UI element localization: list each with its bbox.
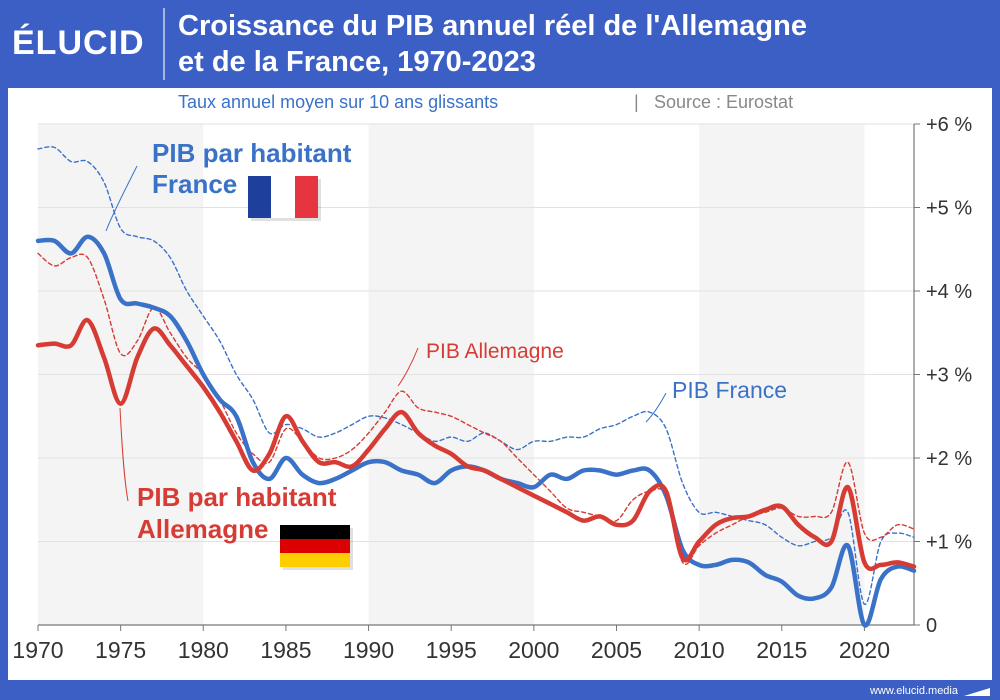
- y-tick-label-5: +5 %: [926, 198, 972, 220]
- y-tick-label-3: +3 %: [926, 365, 972, 387]
- elucid-logo[interactable]: ÉLUCID: [12, 24, 145, 62]
- y-axis-labels: 0 +1 % +2 % +3 % +4 % +5 % +6 %: [926, 114, 972, 637]
- y-tick-label-1: +1 %: [926, 532, 972, 554]
- y-tick-label-2: +2 %: [926, 448, 972, 470]
- source-note: Source : Eurostat: [654, 92, 793, 112]
- flag-france-icon: [248, 176, 321, 221]
- chart-panel: Taux annuel moyen sur 10 ans glissants |…: [8, 88, 992, 680]
- y-tick-label-0: 0: [926, 615, 937, 637]
- y-tick-label-4: +4 %: [926, 281, 972, 303]
- label-de-total: PIB Allemagne: [426, 340, 564, 363]
- x-axis-labels: 1970 1975 1980 1985 1990 1995 2000 2005 2010 2015…: [12, 637, 890, 663]
- header-divider: [163, 8, 165, 80]
- subtitle: Taux annuel moyen sur 10 ans glissants: [178, 92, 498, 112]
- footer-url[interactable]: www.elucid.media: [869, 685, 958, 697]
- header: ÉLUCID Croissance du PIB annuel réel de …: [0, 0, 1000, 88]
- series-line-pib-allemagne: [37, 252, 915, 565]
- x-tick-label-1975: 1975: [95, 637, 146, 663]
- label-fr-total: PIB France: [672, 377, 787, 403]
- title-line-2: et de la France, 1970-2023: [178, 46, 536, 78]
- leader-fr-total: [645, 392, 667, 423]
- label-fr-pc-line1: PIB par habitant: [152, 138, 352, 168]
- series-line-pib-france: [37, 146, 915, 605]
- y-tick-label-6: +6 %: [926, 114, 972, 136]
- x-tick-label-1995: 1995: [426, 637, 477, 663]
- x-tick-label-1990: 1990: [343, 637, 394, 663]
- leader-fr-pc: [105, 165, 138, 232]
- x-tick-label-2000: 2000: [508, 637, 559, 663]
- leader-de-pc: [119, 407, 129, 502]
- x-tick-label-2010: 2010: [674, 637, 725, 663]
- x-tick-label-2015: 2015: [756, 637, 807, 663]
- label-de-pc-line1: PIB par habitant: [137, 482, 337, 512]
- leader-de-total: [397, 347, 419, 387]
- series-line-pib-par-habitant-allemagne: [35, 317, 917, 572]
- series-lines: [35, 146, 917, 628]
- footer-logo-mark: [964, 688, 990, 696]
- gridlines: [37, 123, 920, 631]
- x-tick-label-1980: 1980: [178, 637, 229, 663]
- title-line-1: Croissance du PIB annuel réel de l'Allem…: [178, 10, 807, 42]
- x-tick-label-1970: 1970: [12, 637, 63, 663]
- label-de-pc-line2: Allemagne: [137, 514, 269, 544]
- x-tick-label-1985: 1985: [260, 637, 311, 663]
- label-fr-pc-line2: France: [152, 169, 237, 199]
- flag-germany-icon: [280, 525, 353, 570]
- chart-title: Croissance du PIB annuel réel de l'Allem…: [178, 8, 988, 80]
- line-chart: Taux annuel moyen sur 10 ans glissants |…: [12, 92, 972, 663]
- x-tick-label-2020: 2020: [839, 637, 890, 663]
- x-tick-label-2005: 2005: [591, 637, 642, 663]
- subtitle-separator: |: [634, 92, 639, 112]
